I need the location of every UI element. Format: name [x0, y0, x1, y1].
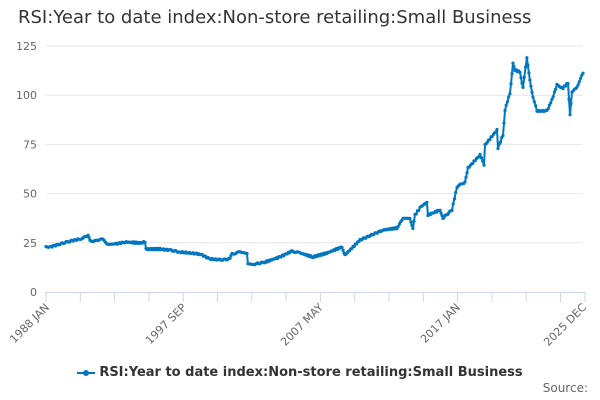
- data-point: [87, 236, 91, 240]
- data-point: [482, 163, 486, 167]
- chart-title: RSI:Year to date index:Non-store retaili…: [18, 7, 532, 28]
- data-point: [417, 208, 421, 212]
- y-tick-label: 75: [23, 138, 37, 151]
- data-point: [509, 82, 513, 86]
- data-point: [471, 161, 475, 165]
- data-point: [563, 84, 568, 88]
- x-tick-label: 1997 SEP: [143, 301, 189, 347]
- data-point: [409, 220, 413, 224]
- data-point: [502, 121, 506, 125]
- data-point: [519, 76, 523, 80]
- data-point: [481, 159, 485, 163]
- data-point: [496, 147, 500, 151]
- data-point: [527, 71, 531, 75]
- data-point: [534, 104, 538, 108]
- data-point: [551, 95, 555, 99]
- x-tick-label: 2007 MAY: [278, 301, 326, 349]
- data-point: [520, 81, 524, 85]
- data-point: [531, 95, 535, 99]
- data-point: [479, 156, 483, 160]
- series-markers: [44, 56, 585, 267]
- data-point: [505, 100, 509, 104]
- data-point: [454, 190, 458, 195]
- data-point: [504, 103, 508, 107]
- data-point: [408, 216, 412, 221]
- data-point: [438, 208, 442, 212]
- data-point: [524, 65, 528, 69]
- y-tick-label: 50: [23, 188, 37, 201]
- data-point: [503, 108, 507, 113]
- data-point: [569, 102, 573, 106]
- data-point: [501, 134, 505, 138]
- data-point: [425, 200, 429, 204]
- y-tick-label: 0: [30, 286, 37, 299]
- data-point: [581, 71, 585, 75]
- data-point: [396, 225, 400, 229]
- data-point: [498, 140, 503, 144]
- data-point: [478, 152, 482, 156]
- data-point: [576, 83, 580, 87]
- data-point: [528, 78, 532, 82]
- data-point: [522, 75, 526, 79]
- data-point: [525, 56, 529, 60]
- data-point: [341, 248, 345, 252]
- data-point: [549, 101, 553, 105]
- y-tick-label: 100: [16, 89, 37, 102]
- data-point: [450, 208, 454, 212]
- data-point: [532, 100, 536, 104]
- data-point: [463, 180, 467, 184]
- data-point: [410, 223, 414, 227]
- data-point: [521, 85, 525, 89]
- data-point: [567, 97, 571, 101]
- data-point: [508, 92, 512, 96]
- data-point: [143, 240, 147, 244]
- data-point: [552, 90, 557, 94]
- y-tick-label: 25: [23, 237, 37, 250]
- data-point: [86, 233, 90, 237]
- data-point: [566, 81, 570, 86]
- data-point: [530, 90, 534, 94]
- data-point: [546, 107, 550, 111]
- data-point: [488, 138, 492, 142]
- data-point: [526, 63, 530, 67]
- data-point: [350, 247, 354, 251]
- series-line: [45, 56, 584, 266]
- data-point: [245, 251, 249, 256]
- data-point: [465, 171, 469, 175]
- data-point: [452, 197, 457, 201]
- data-point: [464, 175, 468, 179]
- data-point: [439, 211, 443, 215]
- x-tick-label: 2017 JAN: [418, 301, 463, 346]
- data-point: [414, 212, 418, 216]
- y-tick-label: 125: [16, 40, 37, 53]
- legend-series-marker: [77, 367, 96, 379]
- data-point: [494, 130, 498, 134]
- data-point: [440, 213, 444, 218]
- data-point: [568, 113, 572, 117]
- data-point: [561, 87, 565, 91]
- data-point: [411, 226, 415, 231]
- data-point: [550, 97, 554, 101]
- data-point: [554, 87, 558, 91]
- data-point: [340, 245, 344, 249]
- x-tick-label: 2025 DEC: [541, 301, 589, 349]
- data-point: [512, 65, 516, 69]
- data-point: [510, 72, 514, 76]
- data-point: [412, 219, 416, 223]
- source-label: Source:: [542, 381, 588, 395]
- data-point: [451, 202, 455, 206]
- data-point: [518, 70, 522, 74]
- data-point: [507, 95, 511, 99]
- legend[interactable]: RSI:Year to date index:Non-store retaili…: [0, 365, 600, 380]
- legend-label: RSI:Year to date index:Non-store retaili…: [99, 365, 523, 380]
- data-point: [511, 61, 515, 65]
- data-point: [529, 84, 533, 88]
- data-point: [495, 127, 499, 132]
- x-tick-label: 1988 JAN: [7, 301, 52, 346]
- data-point: [577, 80, 581, 84]
- data-point: [352, 244, 356, 249]
- data-point: [579, 76, 583, 80]
- data-point: [228, 256, 232, 260]
